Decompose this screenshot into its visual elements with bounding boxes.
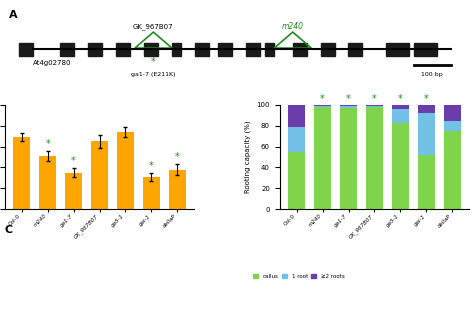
- Bar: [288, 152, 305, 209]
- Text: dellaP: dellaP: [384, 299, 403, 304]
- Text: m240: m240: [103, 299, 121, 304]
- Bar: [320, 43, 335, 56]
- Bar: [413, 43, 437, 56]
- Text: C: C: [5, 225, 13, 235]
- Text: ga5-1: ga5-1: [197, 299, 215, 304]
- Bar: [288, 105, 305, 127]
- Bar: [18, 43, 33, 56]
- Text: *: *: [346, 94, 351, 104]
- Bar: [340, 106, 357, 108]
- Bar: [91, 141, 108, 209]
- Bar: [340, 105, 357, 106]
- Bar: [117, 132, 134, 209]
- Bar: [418, 113, 435, 155]
- Bar: [169, 169, 186, 209]
- Text: *: *: [71, 156, 76, 167]
- Bar: [418, 155, 435, 209]
- Bar: [88, 43, 102, 56]
- Text: *: *: [424, 94, 428, 104]
- Bar: [392, 105, 409, 109]
- Text: *: *: [151, 57, 156, 67]
- Bar: [172, 43, 181, 56]
- Bar: [314, 107, 331, 209]
- Bar: [265, 43, 274, 56]
- Bar: [392, 109, 409, 122]
- Bar: [366, 105, 383, 106]
- Bar: [392, 122, 409, 209]
- Bar: [144, 43, 158, 56]
- Bar: [418, 105, 435, 113]
- Text: 100 bp: 100 bp: [421, 72, 443, 77]
- Text: m240: m240: [282, 22, 304, 31]
- Legend: callus, 1 root, ≥2 roots: callus, 1 root, ≥2 roots: [251, 272, 346, 281]
- Text: gai-1: gai-1: [290, 299, 306, 304]
- Bar: [13, 137, 30, 209]
- Text: At4g02780: At4g02780: [33, 60, 71, 66]
- Bar: [314, 105, 331, 106]
- Text: *: *: [320, 94, 325, 104]
- Text: *: *: [175, 152, 180, 162]
- Text: *: *: [149, 160, 154, 171]
- Bar: [348, 43, 363, 56]
- Bar: [444, 121, 461, 131]
- Text: A: A: [9, 10, 18, 20]
- Bar: [293, 43, 307, 56]
- Text: *: *: [372, 94, 377, 104]
- Y-axis label: Rooting capacity (%): Rooting capacity (%): [245, 121, 251, 193]
- Bar: [116, 43, 130, 56]
- Text: *: *: [398, 94, 403, 104]
- Bar: [288, 127, 305, 152]
- Bar: [61, 43, 74, 56]
- Bar: [444, 105, 461, 121]
- Bar: [314, 106, 331, 107]
- Text: GK_967B07: GK_967B07: [133, 24, 173, 30]
- Bar: [219, 43, 232, 56]
- Text: Col-0: Col-0: [9, 299, 26, 304]
- Bar: [65, 173, 82, 209]
- Bar: [195, 43, 209, 56]
- Bar: [39, 156, 56, 209]
- Text: ga1-7 (E211K): ga1-7 (E211K): [131, 72, 176, 77]
- Bar: [246, 43, 260, 56]
- Bar: [143, 177, 160, 209]
- Text: *: *: [46, 139, 50, 149]
- Bar: [366, 107, 383, 209]
- Bar: [386, 43, 409, 56]
- Bar: [340, 108, 357, 209]
- Bar: [444, 131, 461, 209]
- Bar: [366, 106, 383, 107]
